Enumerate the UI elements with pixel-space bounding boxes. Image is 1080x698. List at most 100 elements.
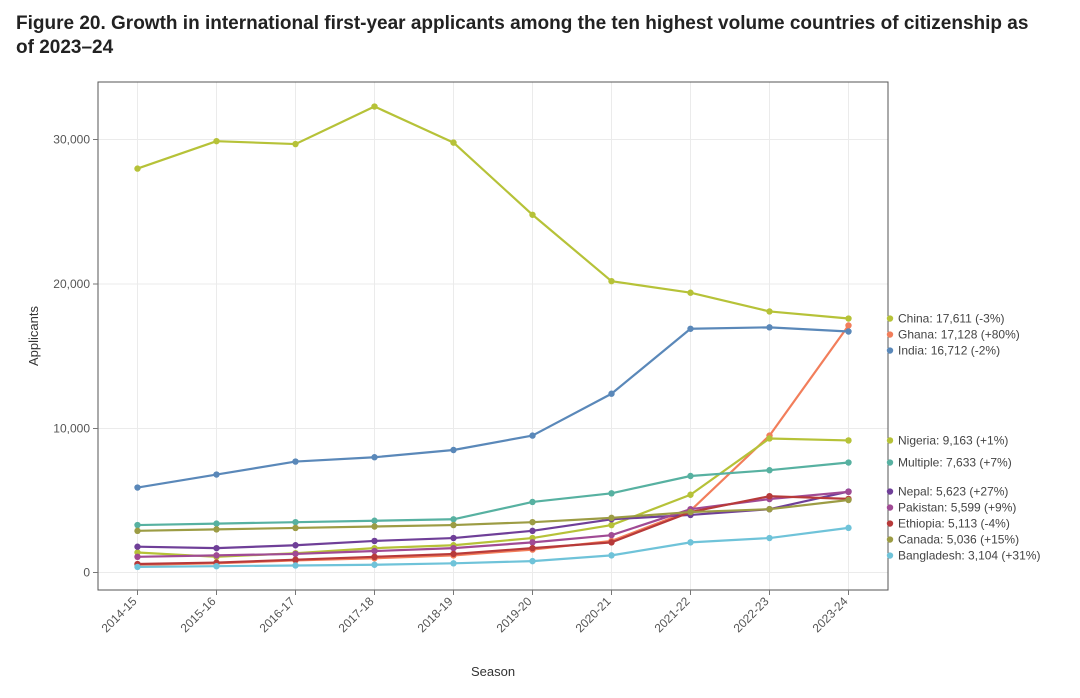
series-point-canada: [292, 525, 298, 531]
series-point-canada: [845, 497, 851, 503]
series-point-multiple: [134, 522, 140, 528]
end-label-ethiopia: Ethiopia: 5,113 (-4%): [898, 517, 1010, 531]
figure-title: Figure 20. Growth in international first…: [14, 12, 1066, 60]
series-point-bangladesh: [371, 562, 377, 568]
series-point-canada: [687, 509, 693, 515]
end-label-dot-india: [887, 347, 893, 353]
series-point-pakistan: [292, 551, 298, 557]
series-point-pakistan: [213, 552, 219, 558]
series-point-nepal: [371, 538, 377, 544]
series-point-pakistan: [529, 539, 535, 545]
series-point-nepal: [529, 528, 535, 534]
series-point-bangladesh: [608, 552, 614, 558]
y-tick-label: 20,000: [53, 277, 90, 291]
end-label-bangladesh: Bangladesh: 3,104 (+31%): [898, 549, 1040, 563]
series-point-nepal: [292, 542, 298, 548]
series-point-nigeria: [687, 492, 693, 498]
series-point-pakistan: [371, 548, 377, 554]
series-point-multiple: [845, 459, 851, 465]
series-point-multiple: [371, 518, 377, 524]
series-point-ethiopia: [766, 493, 772, 499]
series-point-bangladesh: [134, 564, 140, 570]
series-point-canada: [766, 506, 772, 512]
end-label-dot-nepal: [887, 488, 893, 494]
chart-wrap: 0 10,000 20,000 30,000 2014-15 2015-16 2016-17…: [14, 72, 1066, 690]
series-point-canada: [608, 515, 614, 521]
series-point-bangladesh: [845, 525, 851, 531]
series-point-ethiopia: [292, 556, 298, 562]
series-point-china: [845, 315, 851, 321]
series-point-canada: [371, 523, 377, 529]
series-point-china: [687, 290, 693, 296]
series-point-india: [213, 471, 219, 477]
end-label-dot-pakistan: [887, 504, 893, 510]
series-point-nepal: [213, 545, 219, 551]
y-axis-title: Applicants: [26, 306, 41, 366]
line-chart: 0 10,000 20,000 30,000 2014-15 2015-16 2016-17…: [14, 72, 1066, 682]
series-point-china: [766, 308, 772, 314]
x-tick-label: 2023-24: [810, 594, 851, 635]
series-point-ethiopia: [529, 545, 535, 551]
series-point-bangladesh: [529, 558, 535, 564]
series-point-bangladesh: [766, 535, 772, 541]
series-point-canada: [450, 522, 456, 528]
x-tick-label: 2019-20: [494, 594, 535, 635]
end-label-dot-bangladesh: [887, 552, 893, 558]
y-tick-label: 10,000: [53, 421, 90, 435]
end-label-dot-ethiopia: [887, 520, 893, 526]
series-point-multiple: [213, 520, 219, 526]
y-tick-label: 30,000: [53, 133, 90, 147]
x-tick-label: 2020-21: [573, 594, 614, 635]
series-point-ethiopia: [371, 554, 377, 560]
series-point-india: [529, 432, 535, 438]
series-point-india: [292, 458, 298, 464]
series-point-bangladesh: [450, 560, 456, 566]
end-label-dot-china: [887, 315, 893, 321]
series-point-nigeria: [845, 437, 851, 443]
series-point-china: [292, 141, 298, 147]
series-point-india: [608, 391, 614, 397]
series-point-india: [766, 324, 772, 330]
series-point-china: [371, 103, 377, 109]
series-point-nepal: [450, 535, 456, 541]
end-label-india: India: 16,712 (-2%): [898, 344, 1000, 358]
series-point-multiple: [529, 499, 535, 505]
series-point-china: [134, 165, 140, 171]
x-tick-label: 2017-18: [336, 594, 377, 635]
series-point-canada: [213, 526, 219, 532]
x-axis-title: Season: [471, 664, 515, 679]
series-point-bangladesh: [213, 563, 219, 569]
end-label-dot-ghana: [887, 331, 893, 337]
x-tick-label: 2022-23: [731, 594, 772, 635]
x-tick-label: 2016-17: [257, 594, 298, 635]
end-label-china: China: 17,611 (-3%): [898, 312, 1005, 326]
series-point-canada: [134, 528, 140, 534]
series-point-multiple: [450, 516, 456, 522]
end-label-nigeria: Nigeria: 9,163 (+1%): [898, 433, 1008, 447]
end-label-dot-multiple: [887, 459, 893, 465]
series-point-india: [845, 328, 851, 334]
series-point-india: [687, 326, 693, 332]
series-point-india: [450, 447, 456, 453]
x-tick-label: 2015-16: [178, 594, 219, 635]
series-point-india: [371, 454, 377, 460]
series-point-multiple: [766, 467, 772, 473]
end-label-pakistan: Pakistan: 5,599 (+9%): [898, 501, 1016, 515]
series-point-nepal: [134, 544, 140, 550]
x-tick-label: 2021-22: [652, 594, 693, 635]
series-point-multiple: [292, 519, 298, 525]
series-point-china: [529, 212, 535, 218]
series-point-canada: [529, 519, 535, 525]
series-point-pakistan: [450, 545, 456, 551]
series-point-multiple: [608, 490, 614, 496]
end-label-nepal: Nepal: 5,623 (+27%): [898, 485, 1008, 499]
y-tick-label: 0: [83, 566, 90, 580]
x-tick-label: 2018-19: [415, 594, 456, 635]
series-point-china: [608, 278, 614, 284]
series-point-nigeria: [608, 522, 614, 528]
x-tick-label: 2014-15: [99, 594, 140, 635]
series-point-multiple: [687, 473, 693, 479]
series-point-pakistan: [608, 532, 614, 538]
end-label-dot-canada: [887, 536, 893, 542]
series-point-ethiopia: [450, 551, 456, 557]
